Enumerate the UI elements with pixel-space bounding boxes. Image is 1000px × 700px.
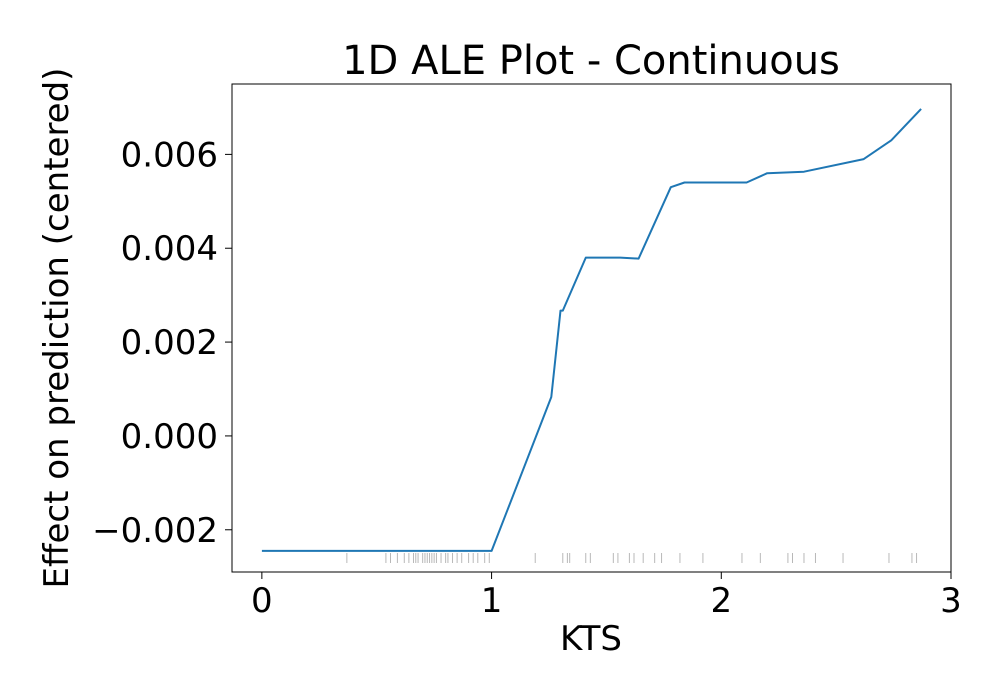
y-tick-label: −0.002 xyxy=(92,511,218,551)
plot-frame xyxy=(231,83,952,573)
x-tick-label: 0 xyxy=(251,581,273,621)
y-axis: −0.002 0.000 0.002 0.004 0.006 xyxy=(92,135,232,551)
y-tick-label: 0.000 xyxy=(121,417,218,457)
y-tick-label: 0.004 xyxy=(121,229,218,269)
x-tick-label: 1 xyxy=(481,581,503,621)
x-axis-label: KTS xyxy=(560,619,622,659)
plot-area xyxy=(261,108,922,563)
rug-layer xyxy=(346,553,918,563)
ale-series-line xyxy=(261,108,922,552)
y-tick-label: 0.006 xyxy=(121,135,218,175)
chart-title: 1D ALE Plot - Continuous xyxy=(342,38,840,84)
y-tick-label: 0.002 xyxy=(121,323,218,363)
x-tick-label: 3 xyxy=(940,581,962,621)
x-axis: 0 1 2 3 xyxy=(251,572,962,621)
x-tick-label: 2 xyxy=(710,581,732,621)
y-axis-label: Effect on prediction (centered) xyxy=(37,68,77,589)
